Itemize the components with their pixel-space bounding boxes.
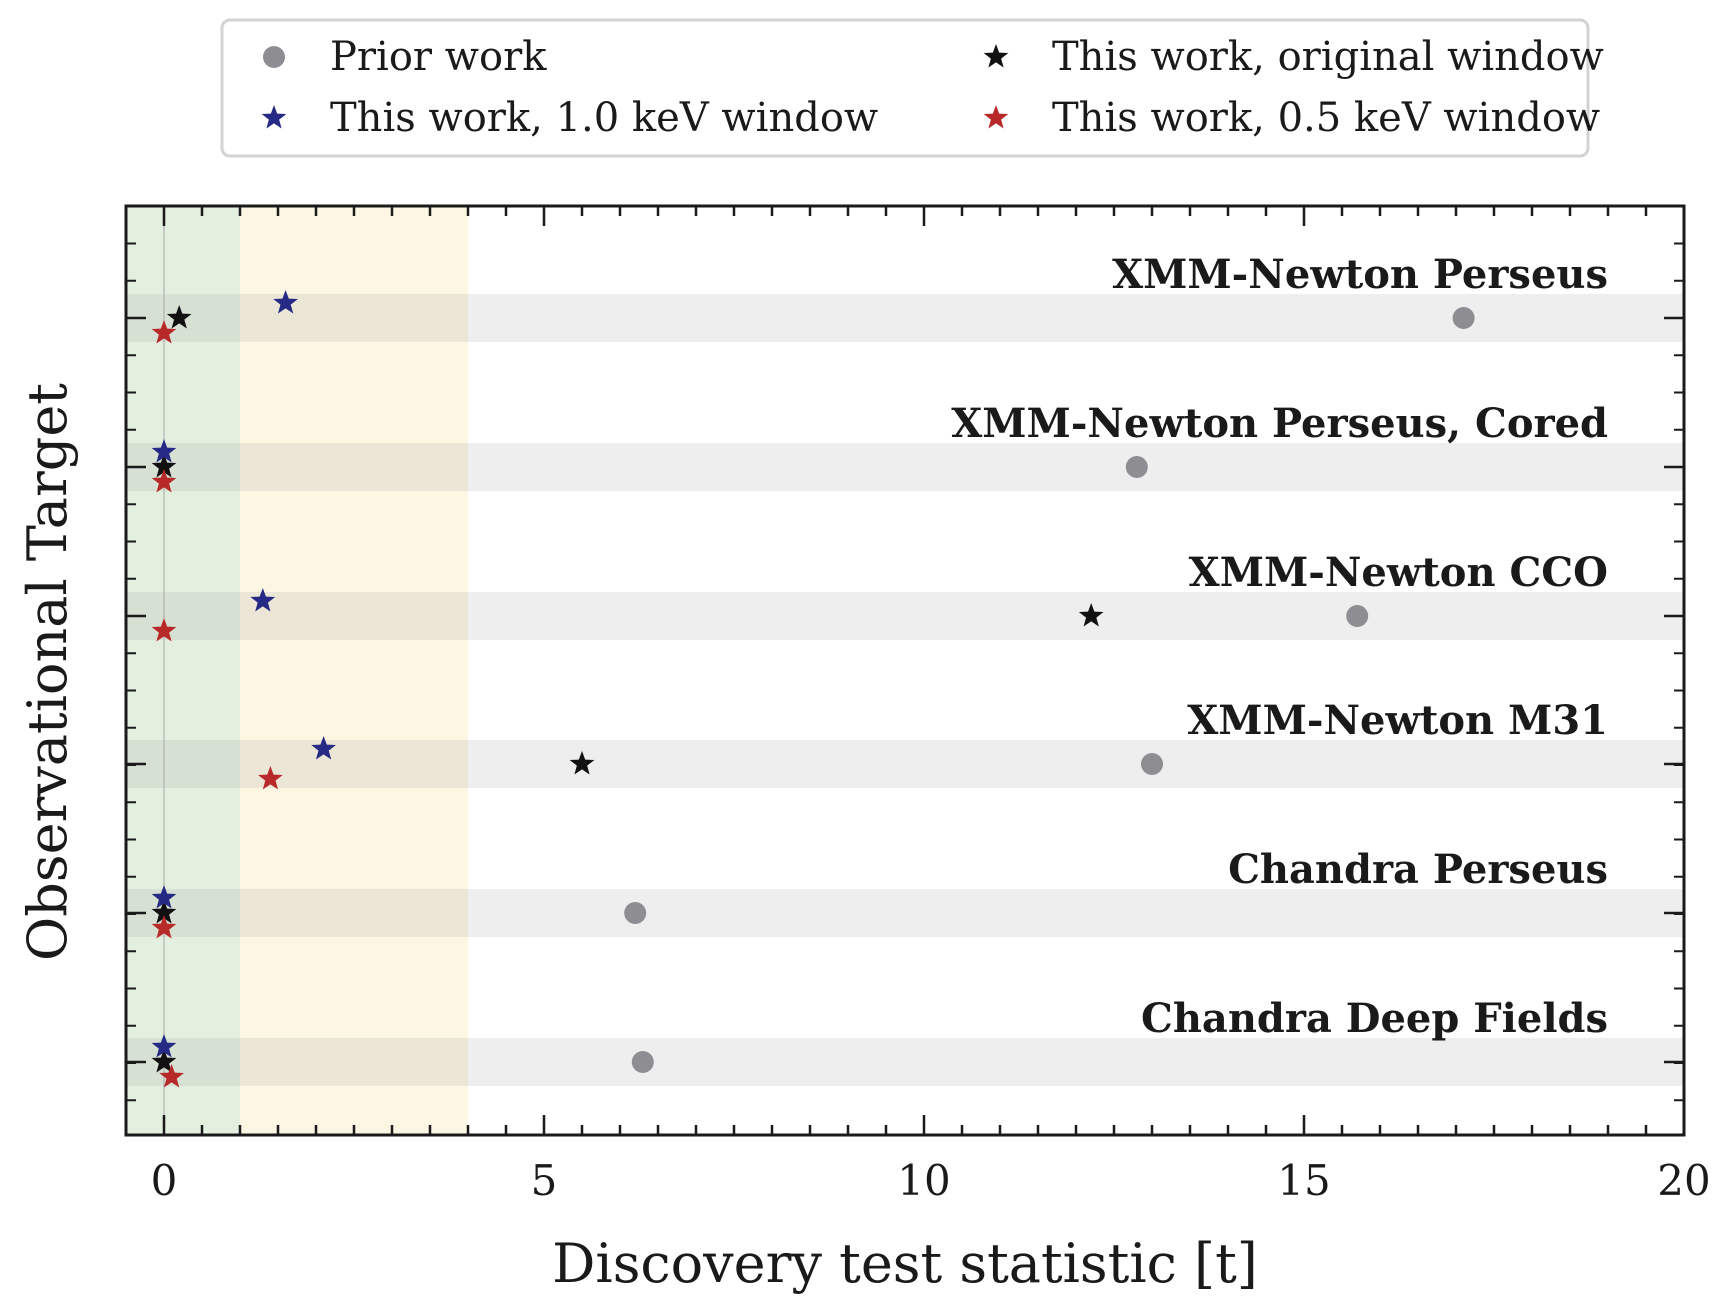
row-band [126,1038,1684,1086]
point-this-work-1-0-kev-window [273,290,298,314]
legend-label: This work, 1.0 keV window [330,95,878,141]
plot-frame [124,204,1686,1137]
legend-label: This work, original window [1052,34,1604,80]
point-this-work-1-0-kev-window [151,1034,177,1058]
point-this-work-original-window [569,751,595,775]
legend-frame [220,18,1590,158]
row-label: XMM-Newton Perseus, Cored [951,400,1608,447]
point-prior-work [1346,605,1369,627]
point-prior-work [631,1051,654,1073]
y-axis-title: Observational Target [16,383,79,961]
point-this-work-1-0-kev-window [311,736,336,760]
point-this-work-original-window [151,454,177,478]
shaded-region-1 [126,206,240,1135]
point-this-work-1-0-kev-window [250,588,276,612]
point-prior-work [1125,456,1148,478]
legend-marker-star [983,105,1009,129]
shaded-region-2 [240,206,468,1135]
point-this-work-0-5-kev-window [151,469,177,493]
point-this-work-1-0-kev-window [151,885,177,909]
point-this-work-original-window [166,305,192,329]
point-this-work-original-window [151,1049,177,1073]
plot-area: XMM-Newton Perseus XMM-Newton Perseus, Co… [124,204,1686,1137]
point-this-work-0-5-kev-window [151,320,177,344]
row-label: Chandra Perseus [1228,846,1608,893]
point-this-work-original-window [1078,603,1104,627]
row-label: Chandra Deep Fields [1141,995,1608,1042]
legend-label: This work, 0.5 keV window [1052,95,1600,141]
legend-marker-circle [263,46,285,68]
point-this-work-0-5-kev-window [151,618,177,642]
row-label: XMM-Newton CCO [1189,549,1608,596]
x-tick-label: 5 [531,1156,558,1205]
x-tick-label: 20 [1657,1156,1710,1205]
point-this-work-1-0-kev-window [151,439,177,463]
row-band [126,889,1684,937]
legend-marker-star [261,105,287,129]
point-this-work-0-5-kev-window [159,1064,184,1088]
legend-label: Prior work [330,34,547,80]
row-label: XMM-Newton M31 [1187,697,1608,744]
x-tick-label: 10 [897,1156,950,1205]
row-band [126,592,1684,640]
row-band [126,443,1684,491]
point-this-work-0-5-kev-window [258,766,283,790]
point-prior-work [624,902,647,924]
row-band [126,740,1684,788]
row-label: XMM-Newton Perseus [1112,251,1608,298]
point-prior-work [1452,307,1475,329]
point-this-work-0-5-kev-window [151,915,177,939]
row-band [126,294,1684,342]
x-tick-label: 15 [1277,1156,1330,1205]
point-prior-work [1141,753,1163,775]
legend: Prior work This work, original window This… [220,18,1604,158]
legend-marker-star [983,44,1009,68]
x-axis-title: Discovery test statistic [t] [552,1232,1258,1295]
x-tick-label: 0 [151,1156,178,1205]
point-this-work-original-window [151,900,177,924]
